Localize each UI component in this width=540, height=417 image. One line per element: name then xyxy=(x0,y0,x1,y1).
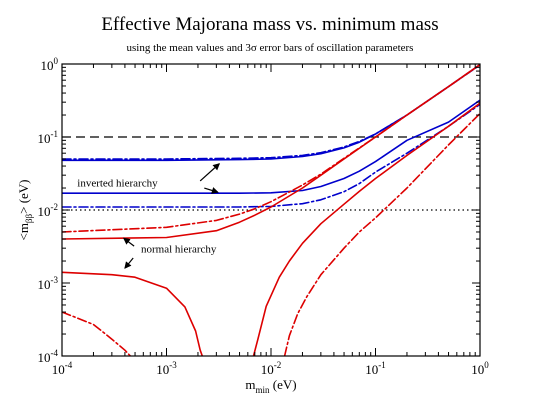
x-tick-exponent: -2 xyxy=(274,360,282,370)
x-tick-exponent: -3 xyxy=(169,360,177,370)
y-tick-label: 10-2 xyxy=(38,202,59,219)
y-tick-exponent: -3 xyxy=(51,275,59,285)
y-tick-base: 10 xyxy=(38,204,51,219)
series-line-8 xyxy=(252,102,480,356)
y-axis-label-pre: <m xyxy=(16,223,31,240)
y-tick-label: 10-3 xyxy=(38,275,59,292)
series-line-9 xyxy=(62,311,132,356)
y-axis-label-sub: ββ xyxy=(24,213,34,223)
x-tick-base: 10 xyxy=(156,362,169,377)
annotation-arrow xyxy=(199,163,221,182)
series-line-7 xyxy=(62,271,204,356)
annotation-label: inverted hierarchy xyxy=(77,177,158,189)
y-tick-base: 10 xyxy=(41,58,54,73)
series-layer xyxy=(62,64,480,356)
x-tick-base: 10 xyxy=(365,362,378,377)
x-tick-base: 10 xyxy=(52,362,65,377)
x-tick-labels: 10-4 10-3 10-2 10-1 100 xyxy=(52,360,490,377)
x-axis-label-main: m xyxy=(245,377,255,392)
x-axis-label: mmin (eV) xyxy=(245,377,296,395)
x-axis-label-sub: min xyxy=(256,385,271,395)
series-line-10 xyxy=(283,112,480,356)
y-tick-base: 10 xyxy=(38,277,51,292)
y-tick-base: 10 xyxy=(38,350,51,365)
annotation-label: normal hierarchy xyxy=(141,244,217,256)
y-axis-label: <mββ> (eV) xyxy=(16,179,34,240)
chart-title: Effective Majorana mass vs. minimum mass xyxy=(101,14,438,35)
series-line-2 xyxy=(62,64,480,160)
x-tick-base: 10 xyxy=(261,362,274,377)
annotations: inverted hierarchy normal hierarchy xyxy=(77,163,221,269)
y-tick-label: 10-4 xyxy=(38,348,59,365)
x-tick-exponent: 0 xyxy=(484,360,489,370)
x-tick-label: 100 xyxy=(471,360,489,377)
series-line-4 xyxy=(62,103,480,208)
x-tick-label: 10-2 xyxy=(261,360,282,377)
y-tick-label: 10-1 xyxy=(38,129,59,146)
y-tick-exponent: -1 xyxy=(51,129,59,139)
series-line-5 xyxy=(62,64,480,240)
chart-subtitle: using the mean values and 3σ error bars … xyxy=(127,42,414,54)
y-axis-label-post: > (eV) xyxy=(16,179,31,213)
tick-marks xyxy=(61,63,481,357)
annotation-arrow xyxy=(124,257,134,269)
y-tick-exponent: -4 xyxy=(51,348,59,358)
annotation-arrow xyxy=(204,187,219,194)
x-tick-exponent: -4 xyxy=(65,360,73,370)
x-axis-label-unit: (eV) xyxy=(270,377,297,392)
y-tick-label: 100 xyxy=(41,56,59,73)
y-tick-exponent: -2 xyxy=(51,202,59,212)
series-line-6 xyxy=(62,64,480,233)
y-tick-base: 10 xyxy=(38,131,51,146)
x-tick-label: 10-1 xyxy=(365,360,386,377)
x-tick-label: 10-3 xyxy=(156,360,177,377)
x-tick-exponent: -1 xyxy=(378,360,386,370)
x-tick-base: 10 xyxy=(471,362,484,377)
series-line-3 xyxy=(62,99,480,194)
x-tick-label: 10-4 xyxy=(52,360,73,377)
annotation-arrow xyxy=(122,237,135,247)
y-tick-exponent: 0 xyxy=(54,56,59,66)
